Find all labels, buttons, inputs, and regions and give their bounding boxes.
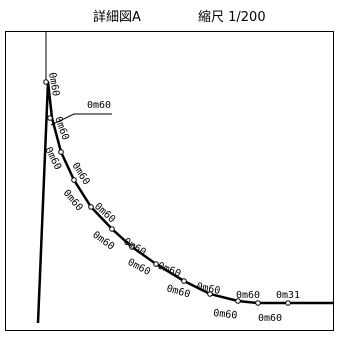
measure-label-2: 0m60: [87, 100, 111, 111]
vertex-point-4: [71, 177, 77, 183]
vertex-point-8: [153, 261, 159, 267]
measure-label-14: 0m60: [213, 308, 238, 321]
measure-label-15: 0m60: [236, 290, 260, 301]
boundary-line: [36, 81, 50, 324]
vertex-point-10: [207, 291, 213, 297]
measure-label-10: 0m60: [126, 257, 152, 278]
boundary-curve: [46, 81, 334, 305]
vertex-point-7: [129, 244, 135, 250]
drawing-scale: 縮尺 1/200: [198, 10, 266, 25]
measure-label-13: 0m60: [195, 281, 221, 297]
vertex-point-6: [109, 226, 115, 232]
measure-label-5: 0m60: [69, 161, 91, 187]
vertex-point-11: [235, 298, 241, 304]
vertex-point-9: [181, 278, 187, 284]
leader-line: [50, 113, 112, 126]
measure-label-1: 0m60: [46, 72, 61, 98]
measure-label-8: 0m60: [90, 230, 116, 253]
drawing-title: 詳細図A: [93, 10, 141, 25]
drawing-header: 詳細図A 縮尺 1/200: [0, 6, 338, 26]
vertex-point-5: [88, 204, 94, 210]
vertex-point-12: [255, 300, 261, 306]
curve-vertices: [43, 79, 291, 306]
measure-label-17: 0m31: [276, 290, 300, 301]
vertex-point-13: [285, 300, 291, 306]
vertex-point-1: [43, 79, 49, 85]
measure-label-16: 0m60: [258, 313, 282, 324]
measure-label-12: 0m60: [165, 283, 191, 300]
vertex-point-2: [47, 115, 53, 121]
drawing-frame: [5, 31, 334, 331]
measure-label-11: 0m60: [156, 261, 182, 280]
vertex-point-3: [58, 149, 64, 155]
measure-label-9: 0m60: [121, 236, 147, 258]
